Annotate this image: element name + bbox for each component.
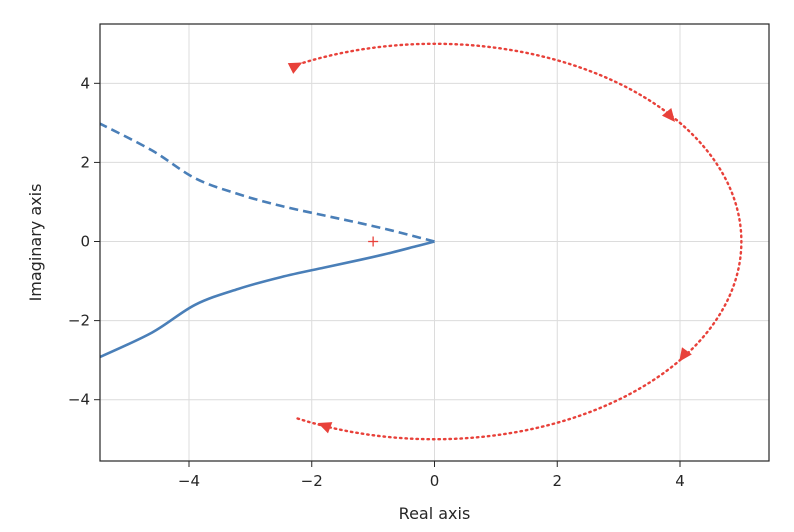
x-axis-label: Real axis	[399, 504, 471, 523]
x-tick-label: 0	[430, 472, 440, 490]
x-tick-label: 2	[552, 472, 562, 490]
plot-area	[100, 42, 743, 441]
x-axis: −4 −2 0 2 4	[178, 461, 685, 490]
series-line-solid	[100, 240, 435, 359]
y-tick-label: 0	[80, 233, 90, 251]
grid	[100, 24, 769, 461]
x-tick-label: 4	[675, 472, 685, 490]
x-tick-label: −2	[301, 472, 323, 490]
direction-arrow	[679, 347, 692, 362]
x-tick-label: −4	[178, 472, 200, 490]
direction-arrow	[661, 108, 675, 123]
y-axis: −4 −2 0 2 4	[68, 74, 100, 409]
direction-arrow	[287, 62, 303, 74]
direction-arrow	[317, 422, 333, 434]
series-line-dotted	[296, 42, 743, 441]
critical-point-marker	[368, 236, 379, 247]
y-axis-label: Imaginary axis	[26, 184, 45, 302]
y-tick-label: 4	[80, 74, 90, 92]
y-tick-label: −2	[68, 312, 90, 330]
series-line-dashed	[100, 122, 435, 243]
y-tick-label: 2	[80, 153, 90, 171]
y-tick-label: −4	[68, 391, 90, 409]
